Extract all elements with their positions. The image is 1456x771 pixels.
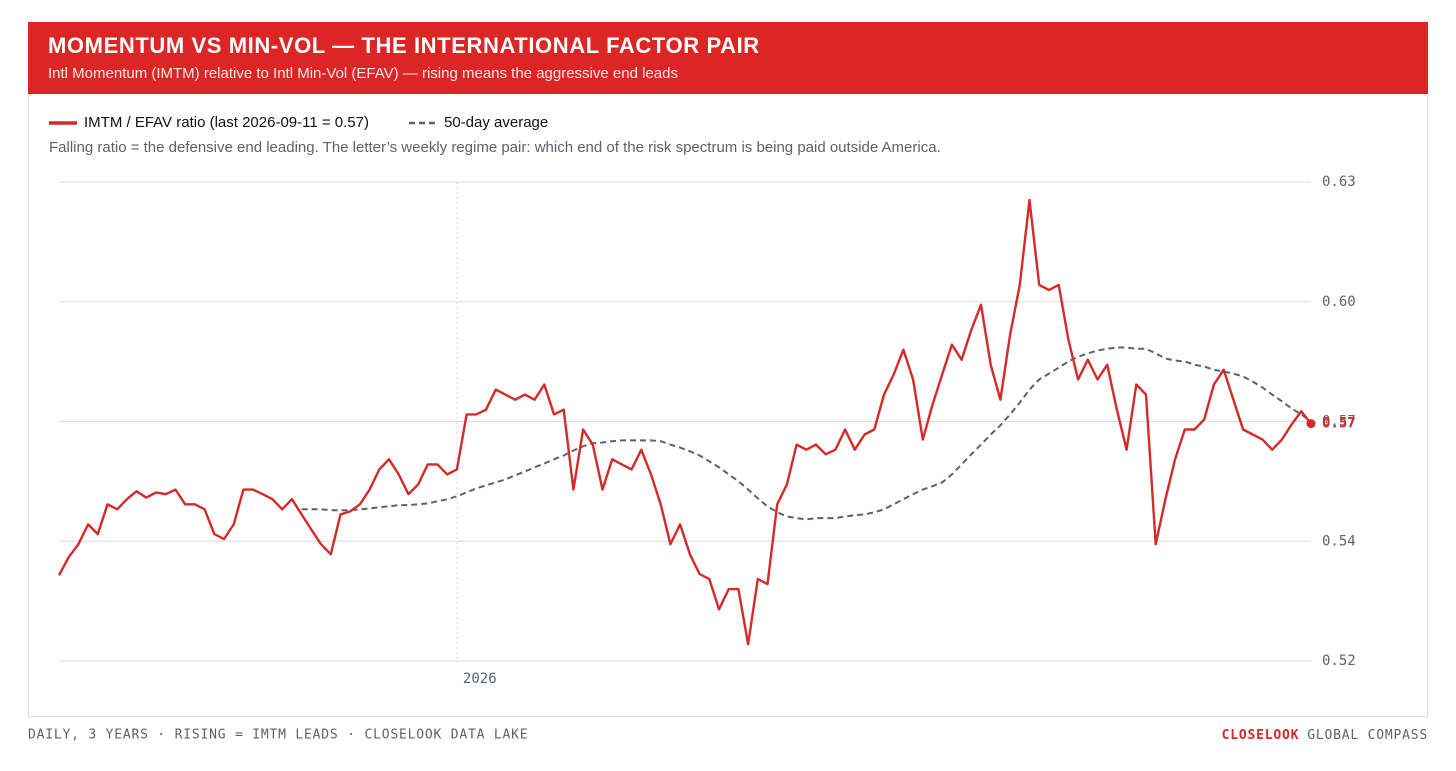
y-tick-label: 0.57	[1322, 414, 1356, 430]
series-line	[301, 346, 1312, 521]
footer-text: GLOBAL COMPASS	[1307, 728, 1428, 743]
card	[28, 22, 1428, 717]
y-tick-label: 0.54	[1322, 533, 1356, 549]
legend-label: 50-day average	[444, 114, 548, 131]
end-dot	[1306, 419, 1316, 429]
chart-title: MOMENTUM VS MIN-VOL — THE INTERNATIONAL …	[48, 33, 760, 58]
end-label: 0.57	[1322, 416, 1356, 432]
y-tick-label: 0.60	[1322, 294, 1356, 310]
legend-label: IMTM / EFAV ratio (last 2026-09-11 = 0.5…	[84, 114, 369, 131]
footer-right: CLOSELOOK GLOBAL COMPASS	[1222, 728, 1428, 743]
x-tick-label: 2026	[463, 671, 497, 687]
footer-brand: CLOSELOOK	[1222, 728, 1300, 743]
chart-subtitle: Intl Momentum (IMTM) relative to Intl Mi…	[48, 65, 678, 82]
header	[28, 22, 1428, 94]
y-tick-label: 0.63	[1322, 174, 1356, 190]
note: Falling ratio = the defensive end leadin…	[49, 139, 941, 156]
footer-left: DAILY, 3 YEARS · RISING = IMTM LEADS · C…	[28, 728, 528, 743]
series-line	[57, 198, 1312, 646]
y-tick-label: 0.52	[1322, 653, 1356, 669]
